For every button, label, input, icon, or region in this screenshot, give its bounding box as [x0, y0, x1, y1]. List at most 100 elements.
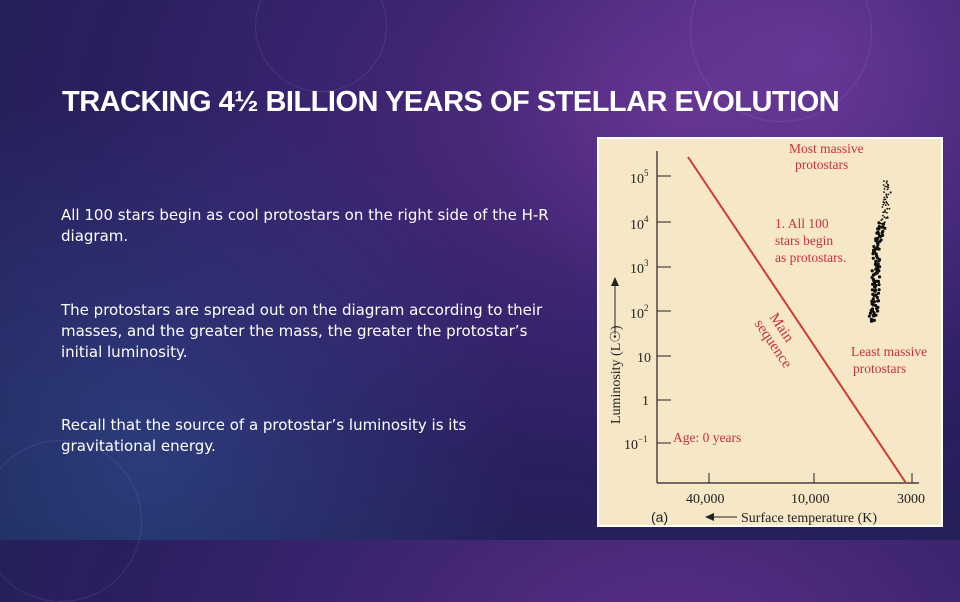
protostar-dot — [870, 299, 874, 303]
protostar-dot — [875, 306, 879, 311]
protostar-dot — [880, 231, 884, 235]
y-tick-label-1e-1: 10−1 — [624, 434, 648, 453]
protostar-dot — [887, 184, 890, 187]
protostar-dot — [868, 311, 872, 315]
protostar-dot — [884, 210, 886, 213]
protostar-dot — [875, 231, 879, 235]
main-sequence-line — [687, 156, 907, 484]
protostar-dot — [874, 239, 878, 243]
y-axis-label: Luminosity (L☉) — [609, 325, 624, 424]
protostar-dot — [885, 193, 888, 196]
protostar-dot — [877, 275, 882, 279]
protostar-dot — [881, 233, 885, 237]
protostar-dot — [880, 219, 883, 221]
most-massive-label: Most massive protostars — [789, 141, 867, 172]
protostar-dot — [867, 314, 871, 318]
y-tick-label-1e3: 103 — [630, 258, 649, 277]
protostar-cluster — [867, 180, 892, 323]
protostar-dot — [877, 247, 881, 251]
protostar-dot — [883, 216, 886, 219]
protostar-dot — [873, 289, 877, 293]
protostar-dot — [886, 211, 888, 214]
protostar-dot — [877, 288, 881, 292]
protostar-dot — [871, 282, 875, 286]
protostar-dot — [882, 214, 884, 217]
protostar-dot — [877, 259, 881, 263]
x-ticks: 40,000 10,000 3000 — [686, 473, 925, 507]
x-axis-label: Surface temperature (K) — [741, 511, 877, 526]
protostar-dot — [876, 279, 881, 284]
protostar-dot — [869, 318, 873, 322]
protostar-dot — [875, 271, 879, 275]
protostar-dot — [882, 203, 885, 206]
protostar-dot — [877, 283, 881, 287]
y-axis-arrowhead — [611, 277, 619, 286]
y-tick-label-1: 1 — [642, 394, 649, 409]
protostar-dot — [883, 198, 885, 201]
paragraph-3: Recall that the source of a protostar’s … — [61, 416, 467, 455]
paragraph-1: All 100 stars begin as cool protostars o… — [61, 206, 549, 245]
protostar-dot — [880, 222, 883, 225]
x-tick-label-10000: 10,000 — [791, 492, 830, 507]
protostar-dot — [884, 185, 887, 188]
protostar-dot — [886, 216, 889, 219]
protostar-dot — [886, 188, 889, 191]
protostar-dot — [884, 209, 886, 211]
age-label: Age: 0 years — [673, 430, 741, 445]
protostar-dot — [872, 311, 876, 315]
protostar-dot — [886, 196, 889, 199]
protostar-dot — [873, 262, 877, 266]
protostar-dot — [887, 193, 890, 196]
protostar-dot — [872, 300, 876, 304]
hr-diagram-svg: 105 104 103 102 10 1 10−1 40,000 10,000 … — [609, 141, 930, 526]
protostar-dot — [883, 180, 885, 183]
protostar-dot — [871, 256, 875, 260]
protostar-dot — [889, 191, 892, 194]
protostar-dot — [888, 207, 891, 210]
protostar-dot — [871, 303, 875, 307]
y-ticks: 105 104 103 102 10 1 10−1 — [624, 168, 671, 453]
protostar-dot — [878, 265, 882, 269]
protostar-dot — [870, 269, 874, 273]
x-axis-arrowhead — [705, 513, 714, 521]
y-tick-label-10: 10 — [637, 351, 651, 366]
protostar-dot — [874, 267, 878, 271]
protostar-dot — [885, 200, 888, 203]
protostar-dot — [872, 245, 876, 249]
main-sequence-label: Main sequence — [751, 308, 808, 372]
protostar-dot — [884, 204, 887, 206]
x-tick-label-3000: 3000 — [897, 492, 925, 507]
protostar-dot — [876, 227, 880, 231]
protostar-dot — [884, 221, 886, 223]
protostar-dot — [876, 243, 880, 247]
y-tick-label-1e2: 102 — [630, 303, 649, 322]
protostar-dot — [887, 186, 890, 189]
x-tick-label-40000: 40,000 — [686, 492, 725, 507]
protostar-dot — [872, 294, 876, 298]
protostar-dot — [871, 252, 875, 256]
protostar-dot — [876, 291, 881, 295]
protostar-dot — [886, 202, 889, 205]
protostar-dot — [884, 198, 887, 201]
protostar-dot — [881, 222, 886, 226]
protostar-dot — [885, 182, 888, 184]
all-stars-label: 1. All 100 stars begin as protostars. — [775, 216, 846, 265]
protostar-dot — [871, 297, 875, 301]
protostar-dot — [883, 188, 886, 190]
protostar-dot — [883, 196, 886, 199]
protostar-dot — [870, 288, 874, 292]
protostar-dot — [886, 207, 889, 210]
protostar-dot — [872, 318, 876, 322]
y-tick-label-1e5: 105 — [630, 168, 649, 187]
protostar-dot — [883, 226, 887, 230]
protostar-dot — [883, 201, 886, 204]
protostar-dot — [872, 285, 877, 289]
paragraph-2: The protostars are spread out on the dia… — [61, 301, 543, 361]
least-massive-label: Least massive protostars — [851, 344, 930, 376]
protostar-dot — [876, 309, 880, 313]
panel-label: (a) — [651, 509, 668, 525]
hr-diagram-figure: 105 104 103 102 10 1 10−1 40,000 10,000 … — [597, 137, 943, 527]
protostar-dot — [878, 234, 882, 238]
protostar-dot — [882, 211, 885, 214]
protostar-dot — [885, 217, 888, 219]
